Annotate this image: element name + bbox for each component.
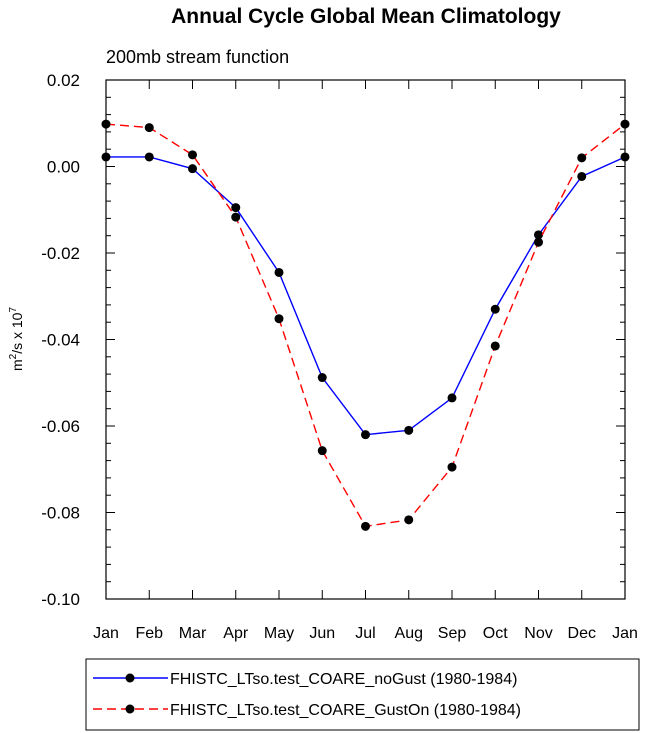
- y-tick-label: -0.10: [41, 590, 80, 609]
- data-point: [404, 515, 414, 525]
- x-tick-label: Jul: [355, 625, 375, 642]
- legend-label: FHISTC_LTso.test_COARE_GustOn (1980-1984…: [170, 702, 521, 719]
- data-point: [317, 373, 327, 383]
- legend: FHISTC_LTso.test_COARE_noGust (1980-1984…: [85, 658, 640, 731]
- x-tick-label: Nov: [524, 625, 552, 642]
- data-point: [490, 341, 500, 351]
- x-tick-label: Feb: [135, 625, 163, 642]
- data-point: [361, 521, 370, 531]
- x-tick-label: Mar: [179, 625, 207, 642]
- x-tick-label: Aug: [395, 625, 423, 642]
- series-line: [106, 156, 626, 436]
- data-point: [447, 462, 457, 472]
- chart-subtitle: 200mb stream function: [106, 47, 289, 67]
- data-point: [274, 314, 284, 324]
- x-tick-label: Oct: [483, 625, 508, 642]
- x-tick-label: Jan: [93, 625, 119, 642]
- y-tick-label: -0.06: [41, 417, 80, 436]
- data-point: [447, 393, 457, 403]
- x-axis-tick-labels: Jan Feb Mar Apr May Jun Jul Aug Sep Oct Nov Dec Jan: [93, 625, 638, 642]
- data-point: [144, 123, 154, 133]
- data-point: [404, 425, 414, 435]
- y-tick-label: 0.00: [47, 158, 80, 177]
- x-tick-label: Dec: [568, 625, 596, 642]
- x-tick-label: Apr: [223, 625, 249, 642]
- x-tick-label: Jan: [612, 625, 638, 642]
- data-point: [534, 237, 543, 247]
- data-point: [317, 446, 327, 456]
- legend-label: FHISTC_LTso.test_COARE_noGust (1980-1984…: [170, 671, 517, 688]
- plot-frame: [105, 79, 626, 600]
- legend-marker: [125, 673, 135, 683]
- data-point: [231, 212, 241, 222]
- y-tick-label: 0.02: [47, 71, 80, 90]
- data-point: [534, 230, 543, 240]
- x-tick-label: May: [264, 625, 294, 642]
- chart-title: Annual Cycle Global Mean Climatology: [171, 5, 561, 28]
- y-tick-label: -0.04: [41, 331, 80, 350]
- data-point: [188, 164, 197, 174]
- y-tick-label: -0.08: [41, 504, 80, 523]
- data-point: [361, 430, 370, 440]
- axis-ticks: [105, 79, 626, 600]
- data-point: [490, 304, 500, 314]
- x-tick-label: Sep: [438, 625, 467, 642]
- x-tick-label: Jun: [309, 625, 335, 642]
- y-axis-tick-labels: 0.02 0.00 -0.02 -0.04 -0.06 -0.08 -0.10: [41, 71, 80, 609]
- series-2: [101, 119, 630, 531]
- series-1: [101, 152, 630, 440]
- y-tick-label: -0.02: [41, 244, 80, 263]
- legend-marker: [125, 704, 135, 714]
- data-point: [144, 152, 154, 162]
- legend-box: [85, 658, 640, 731]
- series-line: [105, 123, 626, 528]
- y-axis-label: m2/s x 107: [8, 307, 25, 371]
- data-point: [274, 267, 284, 277]
- data-point: [577, 153, 587, 163]
- data-point: [231, 203, 241, 213]
- series-layer: [101, 119, 630, 531]
- data-point: [188, 150, 197, 160]
- data-point: [577, 171, 587, 181]
